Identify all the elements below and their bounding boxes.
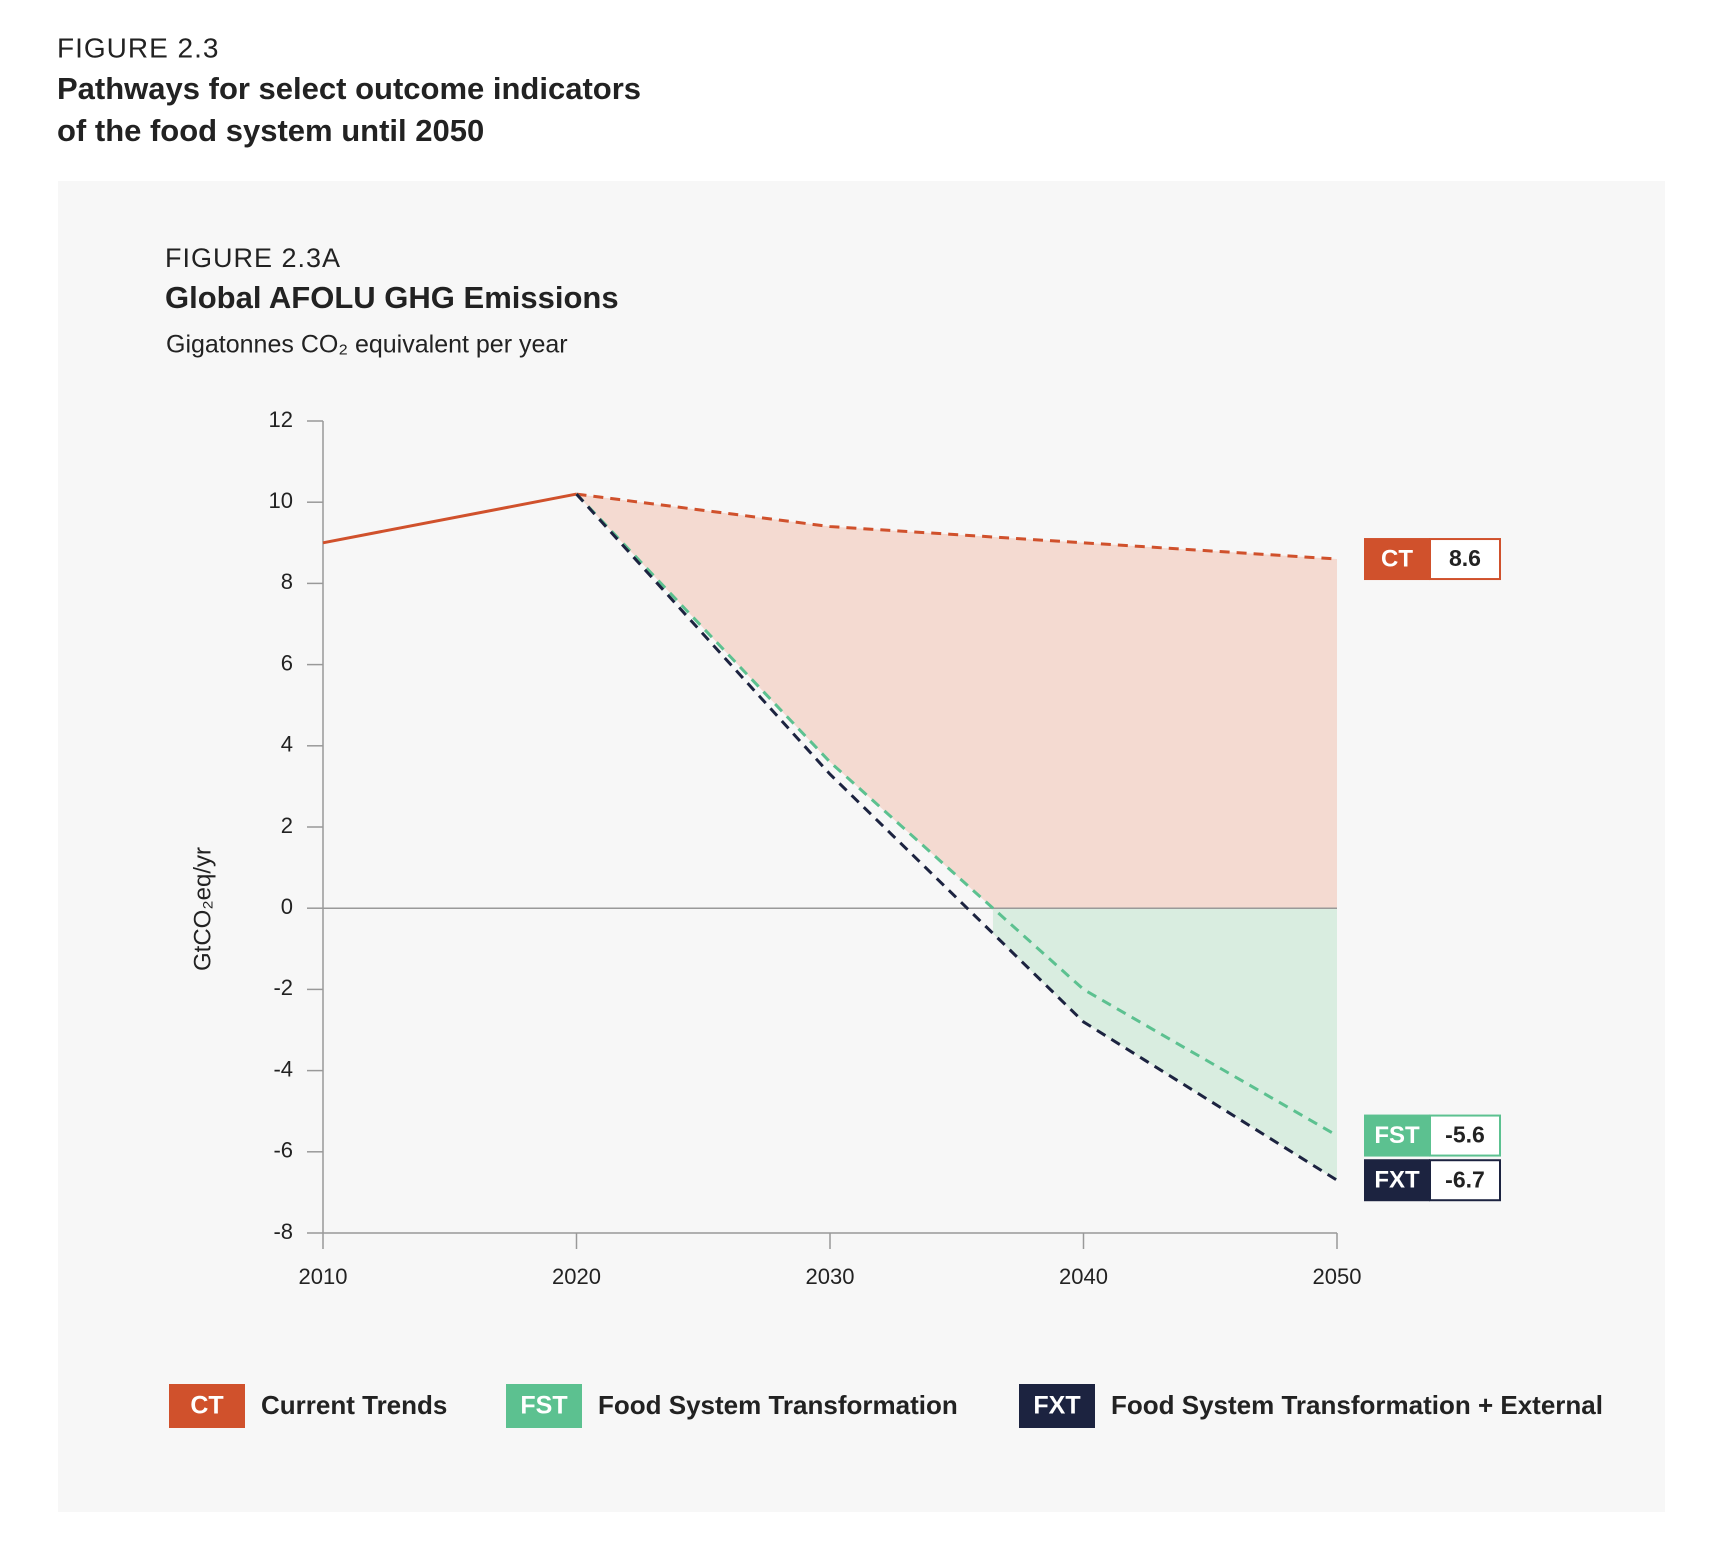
end-label-code-box bbox=[1364, 538, 1430, 581]
x-tick-label: 2030 bbox=[806, 1264, 855, 1289]
end-label-code: FXT bbox=[1374, 1167, 1420, 1194]
y-tick-label: -4 bbox=[273, 1056, 293, 1081]
y-tick-label: 2 bbox=[281, 813, 293, 838]
x-tick-label: 2040 bbox=[1059, 1264, 1108, 1289]
end-label-code-box bbox=[1364, 1114, 1430, 1157]
y-tick-label: 6 bbox=[281, 650, 293, 675]
end-label-code: CT bbox=[1381, 545, 1413, 572]
y-tick-label: 10 bbox=[269, 488, 293, 513]
panel bbox=[58, 181, 1665, 1512]
legend-swatch bbox=[506, 1384, 582, 1428]
y-tick-label: 12 bbox=[269, 407, 293, 432]
area-fst bbox=[992, 908, 1337, 1181]
legend-swatch bbox=[169, 1384, 245, 1428]
page-title: Pathways for select outcome indicators bbox=[57, 71, 641, 106]
end-label-value-box bbox=[1429, 538, 1501, 581]
projection-line bbox=[576, 492, 1338, 561]
legend-label: Food System Transformation bbox=[598, 1390, 958, 1420]
end-label-value: -5.6 bbox=[1445, 1122, 1485, 1148]
y-tick-label: 4 bbox=[281, 732, 293, 757]
chart-subtitle: Gigatonnes CO₂ equivalent per year bbox=[166, 331, 568, 359]
end-label-value-box bbox=[1429, 1114, 1501, 1157]
projection-line bbox=[575, 493, 1338, 1137]
plot: -8 -6 -4 -2 0 2 4 6 8 10 12 2010 2020 2030 2040 2050 CT 8… bbox=[169, 407, 1603, 1428]
history-line bbox=[322, 492, 577, 545]
x-tick-label: 2020 bbox=[552, 1264, 601, 1289]
chart-figure-label: FIGURE 2.3A bbox=[165, 243, 341, 273]
legend-code: CT bbox=[190, 1392, 223, 1420]
figure-label: FIGURE 2.3 bbox=[57, 32, 219, 63]
y-tick-label: -6 bbox=[273, 1138, 293, 1163]
area-ct bbox=[576, 494, 1337, 909]
y-tick-label: 0 bbox=[281, 894, 293, 919]
end-label-value: -6.7 bbox=[1445, 1166, 1485, 1192]
chart-title: Global AFOLU GHG Emissions bbox=[165, 280, 619, 315]
end-label-value-box bbox=[1429, 1159, 1501, 1202]
legend-label: Current Trends bbox=[261, 1390, 447, 1420]
x-tick-label: 2050 bbox=[1313, 1264, 1362, 1289]
legend-swatch bbox=[1019, 1384, 1095, 1428]
legend-code: FXT bbox=[1033, 1392, 1080, 1420]
y-tick-label: 8 bbox=[281, 569, 293, 594]
legend-code: FST bbox=[520, 1392, 567, 1420]
end-label-code-box bbox=[1364, 1159, 1430, 1202]
y-tick-label: -8 bbox=[273, 1219, 293, 1244]
end-label-value: 8.6 bbox=[1449, 545, 1481, 571]
legend-label: Food System Transformation + External bbox=[1111, 1390, 1603, 1420]
x-tick-label: 2010 bbox=[299, 1264, 348, 1289]
end-label-code: FST bbox=[1374, 1122, 1420, 1149]
y-axis-label: GtCO₂eq/yr bbox=[189, 847, 216, 971]
page-title: of the food system until 2050 bbox=[57, 113, 484, 148]
projection-line bbox=[575, 493, 1338, 1182]
y-tick-label: -2 bbox=[273, 975, 293, 1000]
